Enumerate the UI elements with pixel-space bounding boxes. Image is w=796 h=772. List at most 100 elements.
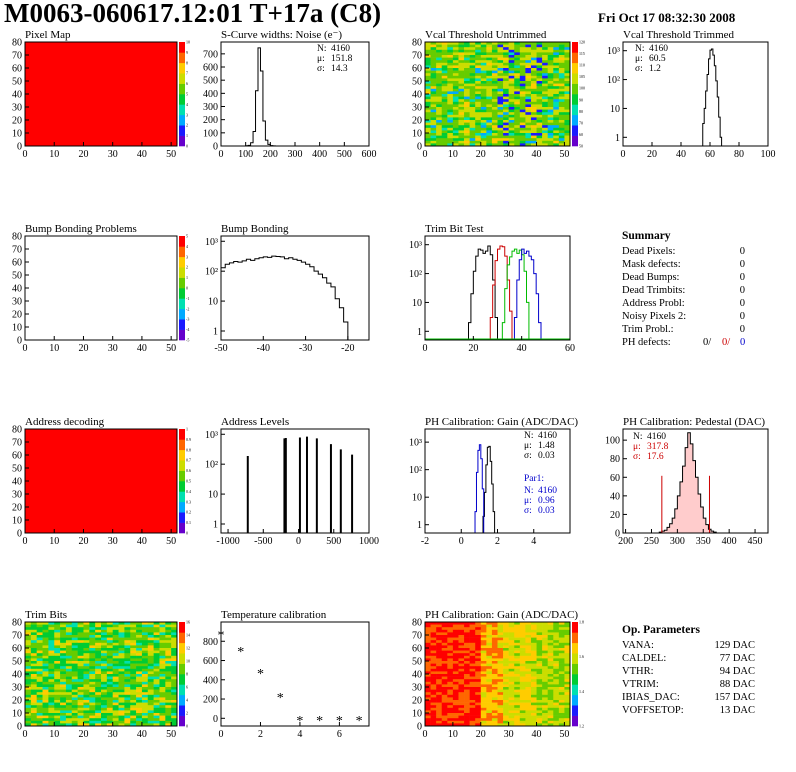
chart-title: Address decoding [25, 416, 105, 428]
x-tick-label: 10 [448, 149, 458, 160]
color-scale-label: 0.4 [186, 489, 191, 494]
histogram-line [220, 255, 353, 341]
data-point: * [277, 691, 284, 706]
color-scale-label: 10 [186, 659, 190, 664]
color-scale-label: 0.5 [186, 479, 191, 484]
x-tick-label: 450 [748, 536, 763, 547]
x-tick-label: 20 [78, 343, 88, 354]
y-tick-label: 20 [12, 116, 22, 127]
op-param-value: 88 DAC [720, 679, 755, 690]
op-parameters-title: Op. Parameters [622, 624, 700, 636]
summary-row-value: 0 [740, 285, 745, 296]
op-param-value: 77 DAC [720, 653, 755, 664]
histogram-line [245, 47, 276, 147]
color-scale-label: 3 [186, 254, 188, 259]
x-tick-label: 0 [23, 729, 28, 740]
color-scale-label: 4 [186, 698, 188, 703]
y-tick-label: 80 [12, 425, 22, 436]
y-tick-label: 1 [615, 133, 620, 144]
heatmap-cells [425, 42, 571, 147]
y-tick-label: 80 [610, 454, 620, 465]
histogram-spike [329, 444, 332, 533]
color-scale-label: 60 [579, 132, 583, 137]
x-tick-label: 20 [647, 149, 657, 160]
color-scale-label: 0 [186, 724, 188, 729]
y-tick-label: 10 [12, 516, 22, 527]
stat-label: μ: [524, 441, 532, 451]
ph-defects-value: 0/ [703, 337, 711, 348]
chart-title: PH Calibration: Gain (ADC/DAC) [425, 609, 578, 621]
x-tick-label: 0 [621, 149, 626, 160]
color-scale-bar: 50 60 70 80 90 100 105 110 115 120 [572, 40, 585, 149]
x-tick-label: 30 [108, 343, 118, 354]
x-tick-label: 40 [532, 729, 542, 740]
y-tick-label: 20 [412, 116, 422, 127]
y-tick-label: 30 [12, 297, 22, 308]
y-tick-label: 50 [12, 77, 22, 88]
stat-value: 14.3 [331, 64, 348, 74]
color-scale-label: 5 [186, 92, 188, 97]
op-param-value: 13 DAC [720, 705, 755, 716]
color-scale-bar: 0 0.1 0.2 0.3 0.4 0.5 0.6 0.7 0.8 0.9 1 [179, 427, 191, 536]
op-param-label: VOFFSETOP: [622, 705, 684, 716]
x-tick-label: 1000 [359, 536, 379, 547]
histogram-spike [283, 438, 286, 533]
x-tick-label: 30 [504, 729, 514, 740]
chart-trim-bit-test: Trim Bit Test 0 20 40 60 1 10 10² 10³ [409, 223, 575, 354]
y-tick-label: 10² [205, 267, 218, 278]
y-tick-label: 50 [12, 271, 22, 282]
x-tick-label: 500 [326, 536, 341, 547]
x-tick-label: 20 [476, 149, 486, 160]
color-scale-label: 0 [186, 144, 188, 149]
x-tick-label: 60 [565, 343, 575, 354]
color-scale-label: 120 [579, 40, 585, 45]
x-tick-label: 250 [644, 536, 659, 547]
x-tick-label: 0 [23, 343, 28, 354]
y-tick-label: 10 [412, 493, 422, 504]
x-tick-label: 0 [219, 729, 224, 740]
y-tick-label: 60 [12, 644, 22, 655]
ph-defects-value: 0 [740, 337, 745, 348]
stat-value: 0.03 [538, 451, 555, 461]
y-tick-label: 40 [12, 284, 22, 295]
x-tick-label: -50 [214, 343, 227, 354]
color-scale-label: 110 [579, 63, 585, 68]
x-tick-label: 4 [297, 729, 302, 740]
y-tick-label: 300 [203, 102, 218, 113]
x-tick-label: 10 [49, 536, 59, 547]
x-tick-label: 50 [166, 149, 176, 160]
histogram-spike [246, 456, 249, 533]
y-tick-label: 80 [412, 38, 422, 49]
heatmap-cells [425, 622, 571, 727]
data-point: * [356, 714, 363, 729]
color-scale-label: 6 [186, 685, 188, 690]
y-tick-label: 500 [203, 76, 218, 87]
chart-title: Bump Bonding Problems [25, 223, 137, 235]
x-tick-label: 50 [166, 343, 176, 354]
plot-frame [24, 235, 178, 341]
stat-value: 1.2 [649, 64, 661, 74]
stat-value: 4160 [649, 44, 668, 54]
y-tick-label: 30 [412, 683, 422, 694]
y-tick-label: 50 [412, 657, 422, 668]
y-tick-label: 40 [412, 670, 422, 681]
y-tick-label: 10³ [205, 430, 218, 441]
chart-title: S-Curve widths: Noise (e⁻) [221, 29, 342, 41]
y-tick-label: 40 [12, 670, 22, 681]
data-point: * [237, 645, 244, 660]
color-scale-label: 70 [579, 120, 583, 125]
color-scale-label: 1 [186, 427, 188, 432]
summary-panel: Summary Dead Pixels: 0 Mask defects: 0 Dead B… [622, 230, 745, 348]
y-tick-label: 10² [409, 465, 422, 476]
y-tick-label: 1 [417, 520, 422, 531]
x-tick-label: 40 [137, 343, 147, 354]
y-tick-label: 20 [12, 310, 22, 321]
color-scale-label: 50 [579, 144, 583, 149]
histogram-series-2 [501, 248, 530, 340]
timestamp: Fri Oct 17 08:32:30 2008 [598, 10, 736, 25]
chart-bump-bonding: Bump Bonding -50 -40 -30 -20 1 10 10² 10³ [205, 223, 370, 354]
x-tick-label: 40 [517, 343, 527, 354]
x-tick-label: -30 [299, 343, 312, 354]
y-tick-label: 10 [412, 709, 422, 720]
ph-defects-value: 0/ [722, 337, 730, 348]
